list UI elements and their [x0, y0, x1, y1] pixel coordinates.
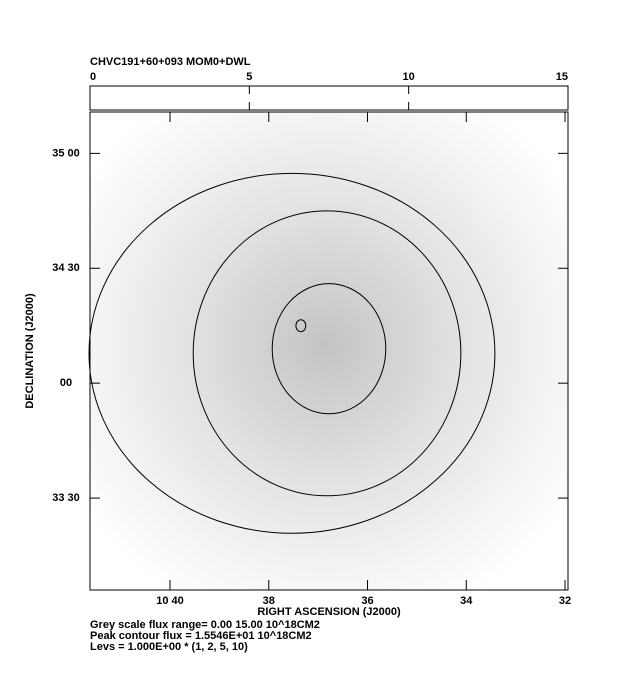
contour — [88, 172, 496, 534]
contour — [192, 210, 462, 497]
x-axis-label: RIGHT ASCENSION (J2000) — [257, 606, 401, 618]
colorbar-tick-label: 0 — [90, 71, 96, 83]
plot-frame — [89, 111, 569, 591]
colorbar-tick-label: 10 — [403, 71, 415, 83]
note: Levs = 1.000E+00 * (1, 2, 5, 10) — [90, 641, 248, 653]
colorbar-tick-label: 5 — [246, 71, 252, 83]
x-tick-label: 32 — [559, 595, 571, 607]
contour — [295, 319, 307, 333]
x-tick-label: 38 — [263, 595, 275, 607]
grey-image — [90, 112, 568, 590]
note: Peak contour flux = 1.5546E+01 10^18CM2 — [90, 630, 312, 642]
x-tick-label: 10 40 — [156, 595, 184, 607]
x-tick-label: 36 — [361, 595, 373, 607]
y-axis-label: DECLINATION (J2000) — [24, 293, 36, 409]
note: Grey scale flux range= 0.00 15.00 10^18C… — [90, 619, 320, 631]
colorbar — [89, 85, 569, 111]
contour — [271, 283, 387, 415]
x-tick-label: 34 — [460, 595, 473, 607]
y-tick-label: 00 — [60, 377, 72, 389]
y-tick-label: 34 30 — [52, 262, 80, 274]
y-tick-label: 33 30 — [52, 492, 80, 504]
chart-title: CHVC191+60+093 MOM0+DWL — [90, 56, 251, 68]
y-tick-label: 35 00 — [52, 147, 80, 159]
colorbar-tick-label: 15 — [556, 71, 568, 83]
